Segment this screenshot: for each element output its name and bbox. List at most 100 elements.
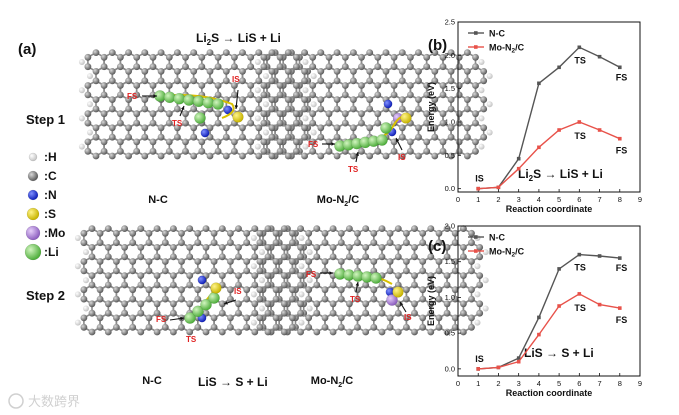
carbon-atom xyxy=(354,239,361,247)
carbon-atom xyxy=(239,152,246,160)
carbon-atom xyxy=(133,147,141,155)
carbon-atom xyxy=(301,77,308,85)
carbon-atom xyxy=(443,328,451,336)
hydrogen-atom xyxy=(87,101,93,108)
carbon-atom xyxy=(431,68,439,75)
carbon-atom xyxy=(222,77,230,85)
carbon-atom xyxy=(243,314,251,322)
hydrogen-atom xyxy=(78,87,85,94)
hydrogen-atom xyxy=(87,129,93,136)
carbon-atom xyxy=(431,49,439,56)
carbon-atom xyxy=(472,53,479,61)
structure-label-mo-top: Mo-N2/C xyxy=(317,194,359,208)
lithium-atom xyxy=(183,94,195,106)
carbon-atom xyxy=(104,328,112,336)
carbon-atom xyxy=(88,253,96,261)
carbon-atom xyxy=(153,300,161,308)
carbon-atom xyxy=(268,124,276,132)
carbon-atom xyxy=(92,133,100,141)
ts-annotation-mo: TS xyxy=(574,303,586,313)
carbon-atom xyxy=(333,77,341,85)
carbon-atom xyxy=(133,119,141,127)
carbon-atom xyxy=(317,133,325,141)
step2-reaction: LiS → S + Li xyxy=(198,375,268,389)
lithium-atom xyxy=(208,292,220,304)
carbon-atom xyxy=(214,91,222,99)
hydrogen-atom xyxy=(74,319,81,326)
carbon-atom xyxy=(313,281,321,289)
carbon-atom xyxy=(121,244,128,251)
carbon-atom xyxy=(468,229,475,237)
structure-label-nc-top: N-C xyxy=(148,194,168,206)
carbon-atom xyxy=(464,49,471,56)
hydrogen-atom xyxy=(74,263,81,270)
carbon-atom xyxy=(280,281,288,289)
carbon-atom xyxy=(108,96,116,103)
x-axis-title: Reaction coordinate xyxy=(506,388,593,398)
carbon-atom xyxy=(407,138,414,146)
carbon-atom xyxy=(104,244,112,251)
data-point xyxy=(516,166,521,171)
carbon-atom xyxy=(153,244,161,251)
hydrogen-atom xyxy=(263,129,269,136)
carbon-atom xyxy=(451,267,459,275)
hydrogen-atom xyxy=(74,235,81,241)
carbon-atom xyxy=(447,133,455,141)
carbon-atom xyxy=(104,253,112,261)
carbon-atom xyxy=(202,225,210,233)
carbon-atom xyxy=(186,253,194,261)
carbon-atom xyxy=(301,124,308,132)
carbon-atom xyxy=(170,281,177,289)
carbon-atom xyxy=(227,286,234,294)
carbon-atom xyxy=(256,239,264,247)
carbon-atom xyxy=(419,295,427,303)
carbon-atom xyxy=(222,133,230,141)
carbon-atom xyxy=(165,63,173,71)
carbon-atom xyxy=(403,239,410,247)
carbon-atom xyxy=(293,82,300,89)
carbon-atom xyxy=(374,147,382,155)
carbon-atom xyxy=(178,295,185,303)
data-point xyxy=(577,45,582,50)
carbon-atom xyxy=(443,300,451,308)
carbon-atom xyxy=(460,328,467,336)
carbon-atom xyxy=(443,281,451,289)
carbon-atom xyxy=(198,138,206,146)
carbon-atom xyxy=(88,272,96,279)
carbon-atom xyxy=(472,119,479,127)
structure-label-mo-bottom: Mo-N2/C xyxy=(311,375,353,389)
carbon-atom xyxy=(161,286,169,294)
carbon-atom xyxy=(218,225,226,233)
carbon-atom xyxy=(293,147,300,155)
carbon-atom xyxy=(231,138,238,146)
carbon-atom xyxy=(472,147,479,155)
y-axis-title: Energy (eV) xyxy=(426,276,436,326)
carbon-atom xyxy=(407,63,414,71)
carbon-atom xyxy=(321,314,329,322)
carbon-atom xyxy=(190,68,198,75)
fs-annotation-mo: FS xyxy=(616,315,628,325)
carbon-atom xyxy=(239,124,246,132)
carbon-atom xyxy=(464,96,471,103)
carbon-atom xyxy=(431,96,439,103)
carbon-atom xyxy=(235,225,242,233)
carbon-atom xyxy=(92,77,100,85)
carbon-atom xyxy=(260,82,268,89)
data-point xyxy=(537,81,541,86)
x-tick-label: 0 xyxy=(456,195,460,204)
carbon-atom xyxy=(206,68,214,75)
carbon-atom xyxy=(251,253,259,261)
carbon-atom xyxy=(117,91,124,99)
carbon-atom xyxy=(354,229,361,237)
carbon-atom xyxy=(113,229,120,237)
carbon-atom xyxy=(137,328,145,336)
data-point xyxy=(597,302,602,307)
carbon-atom xyxy=(419,258,427,265)
carbon-atom xyxy=(161,229,169,237)
carbon-atom xyxy=(398,68,406,75)
carbon-atom xyxy=(415,68,422,75)
carbon-atom xyxy=(214,53,222,61)
carbon-atom xyxy=(206,124,214,132)
carbon-atom xyxy=(137,225,145,233)
carbon-atom xyxy=(141,124,149,132)
